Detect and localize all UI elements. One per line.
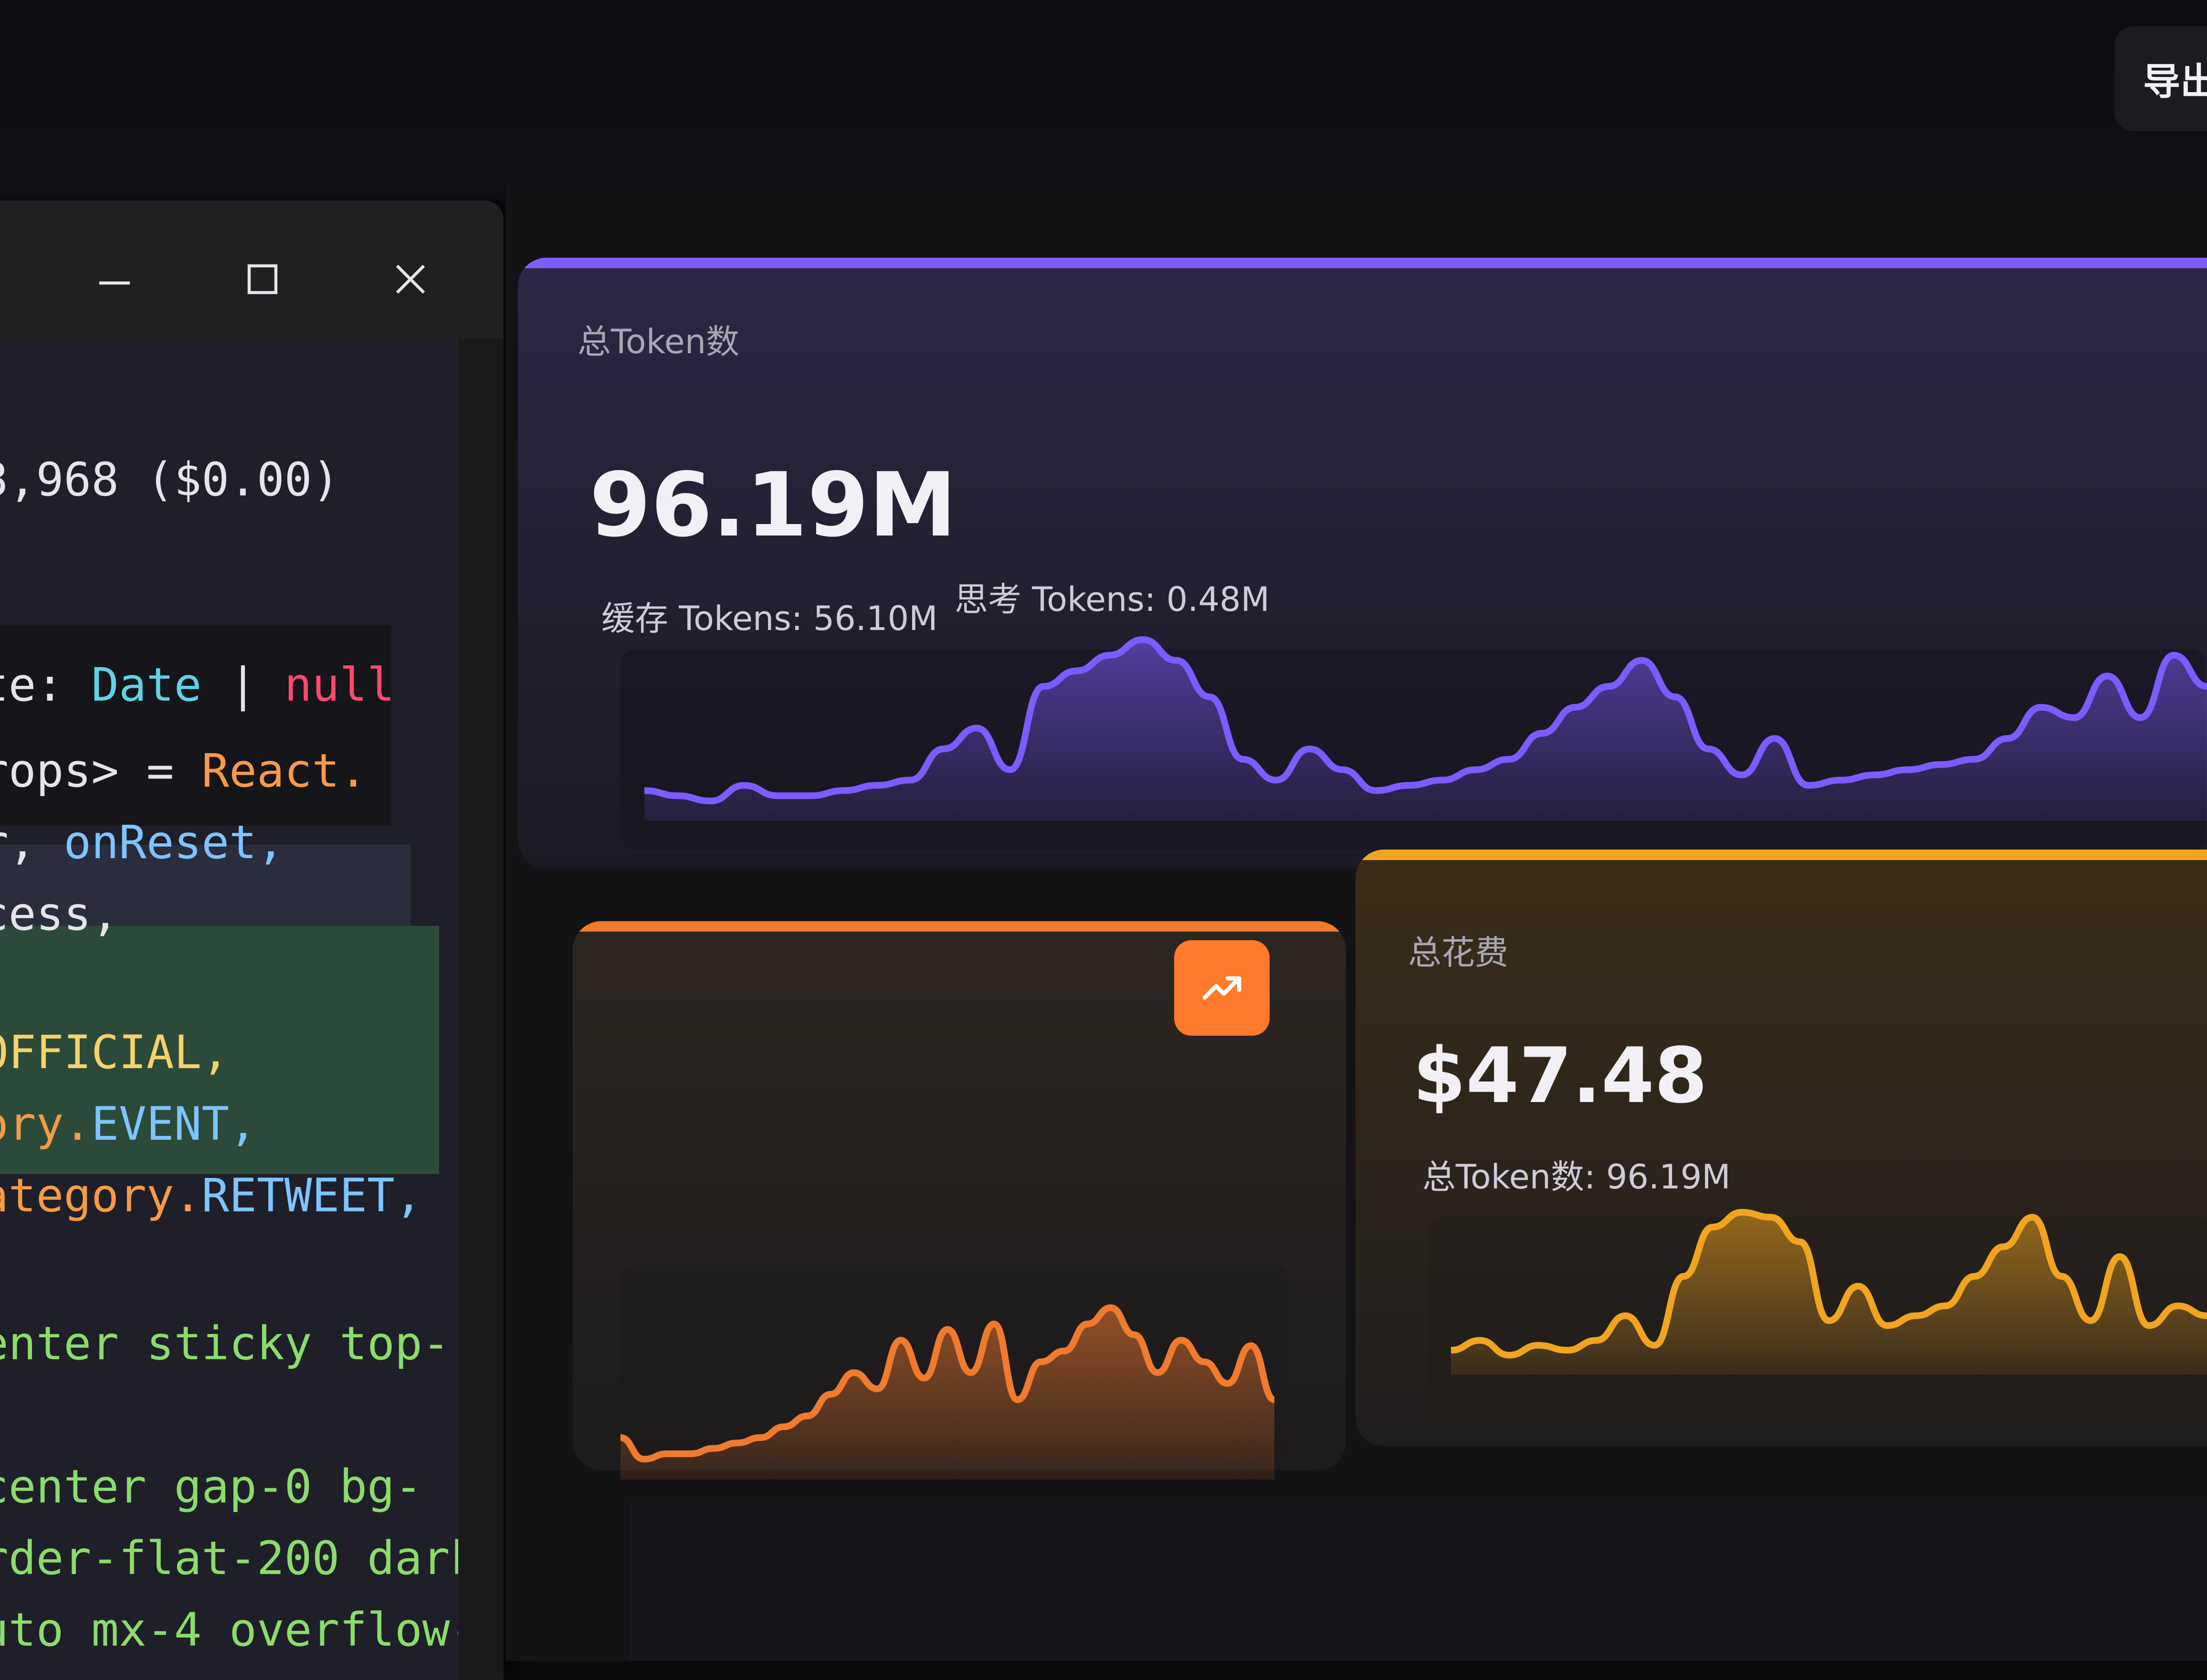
chart-series-line — [620, 1304, 1276, 1463]
maximize-icon[interactable] — [227, 243, 298, 315]
code-highlight-row — [0, 845, 410, 931]
total-tokens-label: 总Token数 — [578, 322, 740, 361]
total-cost-value: $47.48 — [1413, 1031, 1708, 1120]
code-area[interactable]: 3,968 ($0.00) te: Date | null rops> = Reac… — [0, 339, 458, 1680]
chart-area-fill — [644, 640, 2207, 821]
code-token: ory. — [0, 1097, 92, 1151]
trending-up-icon — [1174, 940, 1270, 1036]
code-token: | — [201, 658, 284, 712]
terminal-output-box — [0, 625, 391, 826]
code-selection-block — [0, 926, 439, 1174]
code-line: enter sticky top- — [0, 1308, 450, 1379]
cost-trend-chart — [1450, 1209, 2207, 1375]
left-trend-chart — [620, 1304, 1276, 1480]
code-line: center gap-0 bg- — [0, 1451, 422, 1522]
export-button[interactable]: 导出 — [2114, 26, 2207, 131]
code-token: rder-flat-200 dark — [0, 1532, 458, 1585]
card-accent-line — [573, 921, 1346, 932]
chart-area-fill — [620, 1308, 1274, 1480]
code-token: ategory. — [0, 1169, 202, 1222]
cost-total-tokens-stat: 总Token数: 96.19M — [1422, 1157, 1731, 1197]
code-line: rops> = React. — [0, 735, 367, 807]
chart-series-line — [1450, 1209, 2207, 1359]
code-token: onReset, — [63, 816, 284, 869]
code-token: te: — [0, 658, 64, 712]
code-token: null — [284, 658, 395, 712]
card-accent-line — [518, 258, 2207, 268]
code-line: 3,968 ($0.00) — [0, 444, 339, 515]
code-line: uto mx-4 overflow- — [0, 1594, 458, 1666]
code-line: OFFICIAL, — [0, 1017, 229, 1088]
code-line: ory.EVENT, — [0, 1088, 257, 1160]
thinking-tokens-stat: 思考 Tokens: 0.48M — [955, 580, 1270, 619]
card-accent-line — [1356, 850, 2207, 860]
code-token: RETWEET, — [201, 1169, 422, 1222]
code-token: EVENT, — [91, 1097, 257, 1151]
code-token: rops> = — [0, 744, 202, 798]
code-token: OFFICIAL, — [0, 1026, 230, 1079]
code-line: te: Date | null — [0, 649, 395, 721]
code-line: ategory.RETWEET, — [0, 1160, 422, 1231]
code-token: 3,968 ($0.00) — [0, 453, 340, 506]
code-token: cess, — [0, 887, 119, 941]
code-line: cess, — [0, 878, 119, 950]
top-bar — [0, 0, 2207, 200]
cache-tokens-stat: 缓存 Tokens: 56.10M — [601, 599, 938, 638]
lower-panel — [630, 1503, 2207, 1661]
total-cost-label: 总花费 — [1408, 933, 1508, 972]
code-token: enter sticky top- — [0, 1317, 450, 1370]
code-editor-window: 3,968 ($0.00) te: Date | null rops> = Reac… — [0, 200, 504, 1680]
total-tokens-value: 96.19M — [589, 453, 957, 556]
window-titlebar — [0, 200, 504, 339]
code-token: Date — [91, 658, 202, 712]
code-token: r, — [0, 816, 36, 869]
code-line: rder-flat-200 dark — [0, 1522, 458, 1594]
code-token: React. — [201, 744, 368, 798]
code-token: center gap-0 bg- — [0, 1460, 422, 1513]
token-trend-chart — [644, 636, 2207, 821]
code-token: uto mx-4 overflow- — [0, 1603, 458, 1657]
minimize-icon[interactable] — [79, 243, 150, 315]
close-icon[interactable] — [375, 243, 446, 315]
chart-series-line — [644, 636, 2207, 805]
code-line: r, onReset, — [0, 807, 284, 878]
